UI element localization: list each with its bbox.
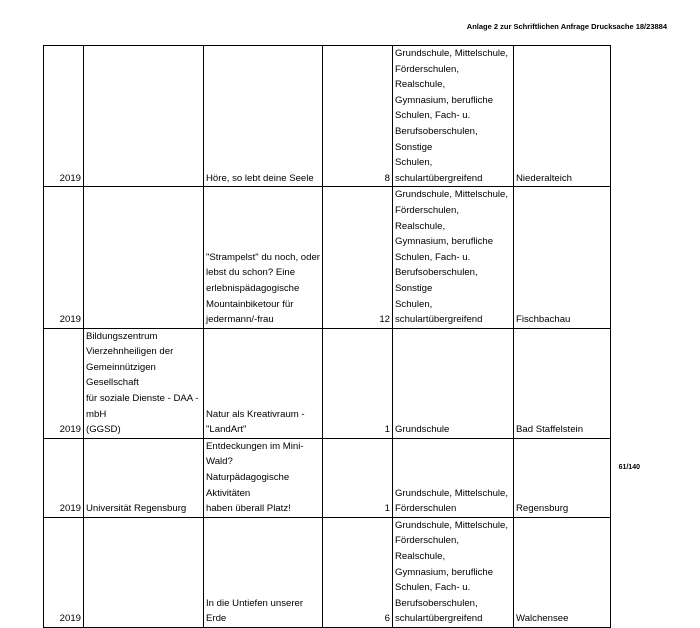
cell-org [83,516,204,628]
cell-schools: Grundschule, Mittelschule, Förderschulen… [392,44,514,188]
cell-place: Walchensee [513,516,611,628]
cell-org [83,186,204,329]
cell-schools: Grundschule, Mittelschule, Förderschulen [392,437,514,518]
cell-title: Entdeckungen im Mini-Wald? Naturpädagogi… [203,437,323,518]
cell-year: 2019 [43,44,84,188]
cell-title: Höre, so lebt deine Seele [203,44,323,188]
cell-title: "Strampelst" du noch, oder lebst du scho… [203,186,323,329]
cell-org: Universität Regensburg [83,437,204,518]
cell-org [83,44,204,188]
cell-year: 2019 [43,437,84,518]
document-header: Anlage 2 zur Schriftlichen Anfrage Druck… [466,22,667,31]
cell-count: 6 [322,516,393,628]
table-row: 2019 Höre, so lebt deine Seele 8 Grundschul… [43,44,611,188]
cell-count: 8 [322,44,393,188]
cell-place: Niederalteich [513,44,611,188]
cell-title: In die Untiefen unserer Erde [203,516,323,628]
table-row: 2019 In die Untiefen unserer Erde 6 Grundsc… [43,516,611,628]
cell-year: 2019 [43,327,84,439]
cell-year: 2019 [43,516,84,628]
cell-place: Fischbachau [513,186,611,329]
cell-title: Natur als Kreativraum - "LandArt" [203,327,323,439]
cell-year: 2019 [43,186,84,329]
cell-place: Regensburg [513,437,611,518]
cell-schools: Grundschule, Mittelschule, Förderschulen… [392,516,514,628]
data-table: 2019 Höre, so lebt deine Seele 8 Grundschul… [43,44,611,628]
cell-schools: Grundschule [392,327,514,439]
cell-schools: Grundschule, Mittelschule, Förderschulen… [392,186,514,329]
table-row: 2019 Bildungszentrum Vierzehnheiligen der… [43,327,611,439]
cell-place: Bad Staffelstein [513,327,611,439]
cell-count: 12 [322,186,393,329]
cell-count: 1 [322,327,393,439]
table-row: 2019 "Strampelst" du noch, oder lebst du … [43,186,611,329]
table-row: 2019 Universität Regensburg Entdeckungen i… [43,437,611,518]
page-number: 61/140 [618,464,640,471]
cell-count: 1 [322,437,393,518]
cell-org: Bildungszentrum Vierzehnheiligen der Gem… [83,327,204,439]
